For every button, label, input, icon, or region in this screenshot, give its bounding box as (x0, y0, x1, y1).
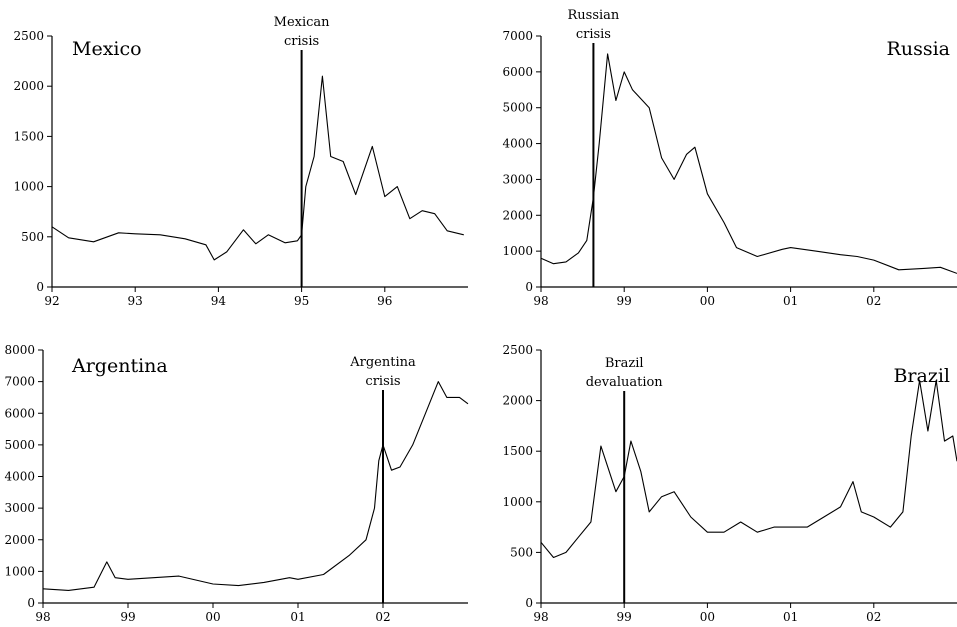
y-tick-label: 0 (525, 596, 533, 610)
y-tick-label: 0 (27, 596, 35, 610)
y-tick-label: 1500 (13, 129, 44, 143)
x-tick-label: 98 (533, 610, 548, 624)
panel-russia: 0 1000 2000 3000 4000 5000 6000 7000 98 99 00 01 02 R… (502, 8, 957, 308)
x-tick-label: 00 (700, 294, 715, 308)
y-tick-label: 3000 (502, 172, 533, 186)
x-tick-label: 98 (35, 610, 50, 624)
x-tick-label: 01 (783, 294, 798, 308)
y-tick-label: 4000 (4, 470, 35, 484)
y-tick-label: 5000 (502, 101, 533, 115)
x-tick-label: 99 (120, 610, 135, 624)
series-line (42, 381, 469, 591)
country-label: Argentina (71, 355, 168, 377)
y-tick-label: 2000 (4, 533, 35, 547)
x-tick-label: 92 (44, 294, 59, 308)
y-tick-label: 6000 (502, 65, 533, 79)
y-tick-label: 2000 (13, 79, 44, 93)
y-tick-label: 1000 (4, 564, 35, 578)
x-tick-label: 99 (617, 294, 632, 308)
x-tick-label: 01 (290, 610, 305, 624)
event-label: crisis (365, 374, 400, 389)
x-tick-label: 99 (617, 610, 632, 624)
country-label: Mexico (72, 38, 142, 60)
y-tick-label: 1500 (502, 444, 533, 458)
x-tick-label: 02 (375, 610, 390, 624)
y-tick-label: 0 (525, 280, 533, 294)
panel-argentina: 0 1000 2000 3000 4000 5000 6000 7000 8000 98 99 00 0… (4, 343, 469, 624)
y-tick-label: 5000 (4, 438, 35, 452)
country-label: Russia (887, 38, 950, 60)
series-line (51, 75, 464, 261)
x-tick-label: 94 (211, 294, 227, 308)
y-tick-label: 6000 (4, 406, 35, 420)
x-tick-label: 00 (205, 610, 220, 624)
y-tick-label: 0 (36, 280, 44, 294)
x-tick-label: 01 (783, 610, 798, 624)
y-tick-label: 8000 (4, 343, 35, 357)
y-tick-label: 1000 (502, 244, 533, 258)
y-tick-label: 2500 (13, 29, 44, 43)
event-label: devaluation (586, 375, 664, 390)
y-tick-label: 7000 (4, 375, 35, 389)
event-label: Argentina (349, 355, 416, 370)
panel-brazil: 0 500 1000 1500 2000 2500 98 99 00 01 02 Brazil deva… (502, 343, 957, 624)
y-tick-label: 2000 (502, 394, 533, 408)
y-tick-label: 500 (510, 545, 533, 559)
panel-mexico: 0 500 1000 1500 2000 2500 92 93 94 95 96 Mexican cri… (13, 15, 468, 308)
y-tick-label: 1000 (502, 495, 533, 509)
x-tick-label: 95 (294, 294, 309, 308)
y-tick-label: 2000 (502, 208, 533, 222)
event-label: crisis (284, 34, 319, 49)
series-line (540, 53, 957, 274)
x-tick-label: 00 (700, 610, 715, 624)
x-tick-label: 93 (128, 294, 143, 308)
series-line (540, 379, 957, 559)
y-tick-label: 7000 (502, 29, 533, 43)
x-tick-label: 02 (866, 294, 881, 308)
event-label: Brazil (605, 356, 644, 371)
y-tick-label: 500 (21, 230, 44, 244)
event-label: Russian (568, 8, 620, 23)
event-label: Mexican (274, 15, 331, 30)
y-tick-label: 3000 (4, 501, 35, 515)
x-tick-label: 02 (866, 610, 881, 624)
y-tick-label: 4000 (502, 137, 533, 151)
y-tick-label: 2500 (502, 343, 533, 357)
x-tick-label: 96 (377, 294, 392, 308)
y-tick-label: 1000 (13, 180, 44, 194)
event-label: crisis (576, 27, 611, 42)
x-tick-label: 98 (533, 294, 548, 308)
country-label: Brazil (893, 365, 950, 387)
